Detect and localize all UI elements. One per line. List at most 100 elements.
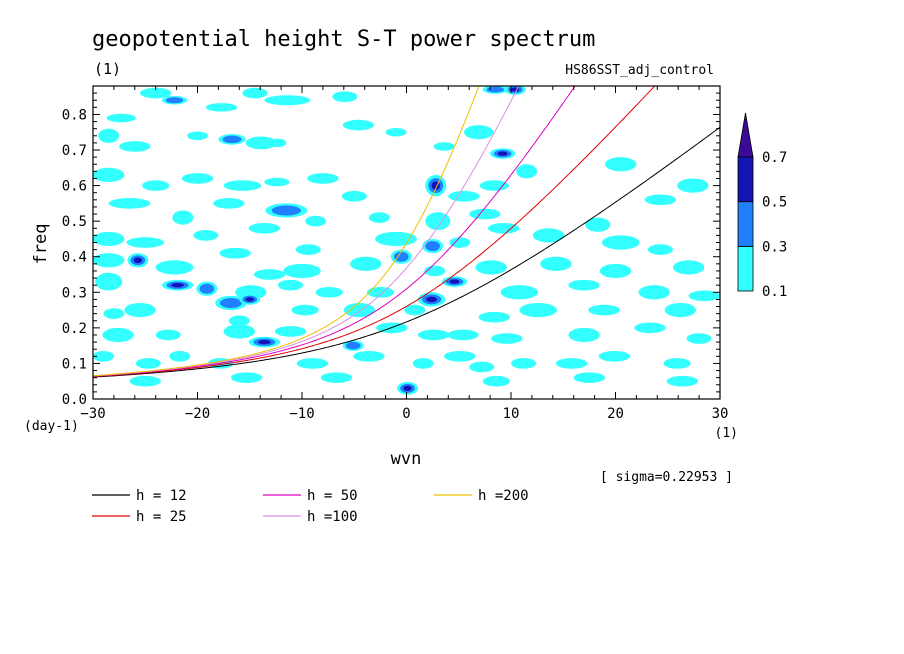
legend-label-100: h =100 xyxy=(307,509,358,525)
colorbar-level-label: 0.3 xyxy=(762,239,787,255)
power-blob-14-level-0 xyxy=(385,127,407,137)
power-blob-71-level-0 xyxy=(315,286,343,298)
power-blob-89-level-0 xyxy=(588,304,620,316)
colorbar: 0.1 0.3 0.5 0.7 xyxy=(737,112,787,300)
power-blob-114-level-0 xyxy=(555,358,588,369)
power-blob-19-level-0 xyxy=(93,167,125,183)
power-blob-68-level-1 xyxy=(199,283,215,294)
power-blob-50-level-0 xyxy=(585,217,611,232)
dispersion-curve-50 xyxy=(93,86,576,377)
y-tick-label: 0.3 xyxy=(62,285,87,301)
power-blob-112-level-0 xyxy=(469,361,495,373)
power-blob-17-level-2 xyxy=(497,151,508,156)
experiment-label: HS86SST_adj_control xyxy=(565,63,714,78)
power-blob-80-level-0 xyxy=(124,302,156,318)
power-blob-7-level-0 xyxy=(98,128,120,143)
power-blob-10-level-1 xyxy=(222,135,242,144)
y-tick-label: 0.2 xyxy=(62,321,87,337)
power-blob-92-level-0 xyxy=(155,329,181,341)
power-blob-30-level-0 xyxy=(677,178,709,193)
power-blob-8-level-0 xyxy=(119,141,151,152)
power-blob-113-level-0 xyxy=(510,358,537,369)
power-blob-11-level-0 xyxy=(245,136,277,150)
y-tick-label: 0.7 xyxy=(62,143,87,159)
legend-label-12: h = 12 xyxy=(136,488,187,504)
power-blob-33-level-0 xyxy=(213,198,245,209)
power-blob-54-level-2 xyxy=(133,257,143,264)
power-blob-85-level-0 xyxy=(343,302,376,318)
power-blob-23-level-0 xyxy=(264,177,290,187)
power-blob-104-level-0 xyxy=(93,350,114,362)
power-blob-121-level-0 xyxy=(482,375,510,387)
power-blob-81-level-1 xyxy=(219,297,242,308)
legend-label-25: h = 25 xyxy=(136,509,187,525)
power-blob-38-level-0 xyxy=(469,208,501,220)
axes: −30 −20 −10 0 10 20 30 0.0 0.1 0.2 0.3 0.4 0.5 0.6 0.7… xyxy=(62,86,728,422)
power-blob-27-level-0 xyxy=(448,190,480,202)
power-blob-123-level-0 xyxy=(666,375,699,387)
colorbar-extend-triangle xyxy=(737,112,754,158)
power-blob-64-level-0 xyxy=(599,263,632,279)
power-blob-78-level-0 xyxy=(688,290,720,302)
power-blob-98-level-0 xyxy=(417,329,450,341)
dispersion-curve-25 xyxy=(93,86,656,378)
power-blob-39-level-0 xyxy=(488,222,520,234)
power-blob-74-level-2 xyxy=(449,279,460,284)
power-blob-65-level-0 xyxy=(672,260,705,275)
power-blob-108-level-0 xyxy=(296,358,329,369)
power-blob-110-level-0 xyxy=(412,358,434,369)
y-tick-label: 0.5 xyxy=(62,214,87,230)
power-blob-90-level-0 xyxy=(664,302,696,318)
power-blob-99-level-0 xyxy=(447,329,479,341)
power-blob-43-level-0 xyxy=(193,230,219,241)
power-blob-31-level-0 xyxy=(108,198,151,209)
power-blob-67-level-2 xyxy=(171,283,184,288)
power-blob-46-level-0 xyxy=(375,231,417,247)
power-blob-20-level-0 xyxy=(142,180,170,191)
power-blob-122-level-0 xyxy=(573,372,606,383)
power-blob-84-level-0 xyxy=(291,304,319,316)
power-blob-63-level-0 xyxy=(540,256,572,271)
power-blob-73-level-2 xyxy=(426,296,438,303)
power-blob-56-level-0 xyxy=(219,247,251,259)
power-blob-24-level-0 xyxy=(307,173,339,184)
power-blob-82-level-2 xyxy=(245,297,254,302)
power-contours xyxy=(93,86,720,395)
dispersion-curves xyxy=(93,86,720,378)
power-blob-13-level-0 xyxy=(342,119,375,131)
power-blob-118-level-0 xyxy=(230,372,263,383)
power-blob-22-level-0 xyxy=(223,180,262,191)
power-blob-12-level-0 xyxy=(269,138,287,148)
power-blob-93-level-0 xyxy=(223,324,255,339)
x-tick-label: 0 xyxy=(402,406,410,422)
dispersion-curve-200 xyxy=(93,86,480,377)
y-tick-label: 0.0 xyxy=(62,392,87,408)
power-blob-9-level-0 xyxy=(187,131,208,141)
y-tick-label: 0.6 xyxy=(62,179,87,195)
colorbar-level-label: 0.7 xyxy=(762,150,787,166)
chart-title: geopotential height S-T power spectrum xyxy=(92,27,595,52)
x-tick-label: −30 xyxy=(80,406,105,422)
colorbar-segment-1 xyxy=(737,201,754,247)
power-blob-40-level-0 xyxy=(644,194,677,206)
power-blob-41-level-0 xyxy=(93,231,125,247)
power-blob-51-level-0 xyxy=(601,235,640,250)
power-blob-2-level-1 xyxy=(165,97,184,104)
power-blob-70-level-0 xyxy=(277,279,304,291)
power-blob-102-level-0 xyxy=(634,322,666,334)
power-blob-42-level-0 xyxy=(126,237,165,248)
power-blob-1-level-0 xyxy=(140,87,172,99)
power-blob-36-level-0 xyxy=(368,212,390,223)
power-blob-60-level-1 xyxy=(393,251,409,262)
x-axis-label: wvn xyxy=(391,449,422,469)
power-blob-28-level-0 xyxy=(479,180,509,191)
power-blob-72-level-0 xyxy=(366,286,394,298)
power-blob-55-level-0 xyxy=(155,260,194,275)
power-blob-47-level-1 xyxy=(425,241,440,252)
title-unit: (1) xyxy=(94,60,121,78)
power-blob-62-level-0 xyxy=(475,260,507,275)
power-blob-86-level-0 xyxy=(404,304,426,316)
power-blob-35-level-0 xyxy=(305,215,327,227)
power-blob-4-level-0 xyxy=(242,87,268,99)
